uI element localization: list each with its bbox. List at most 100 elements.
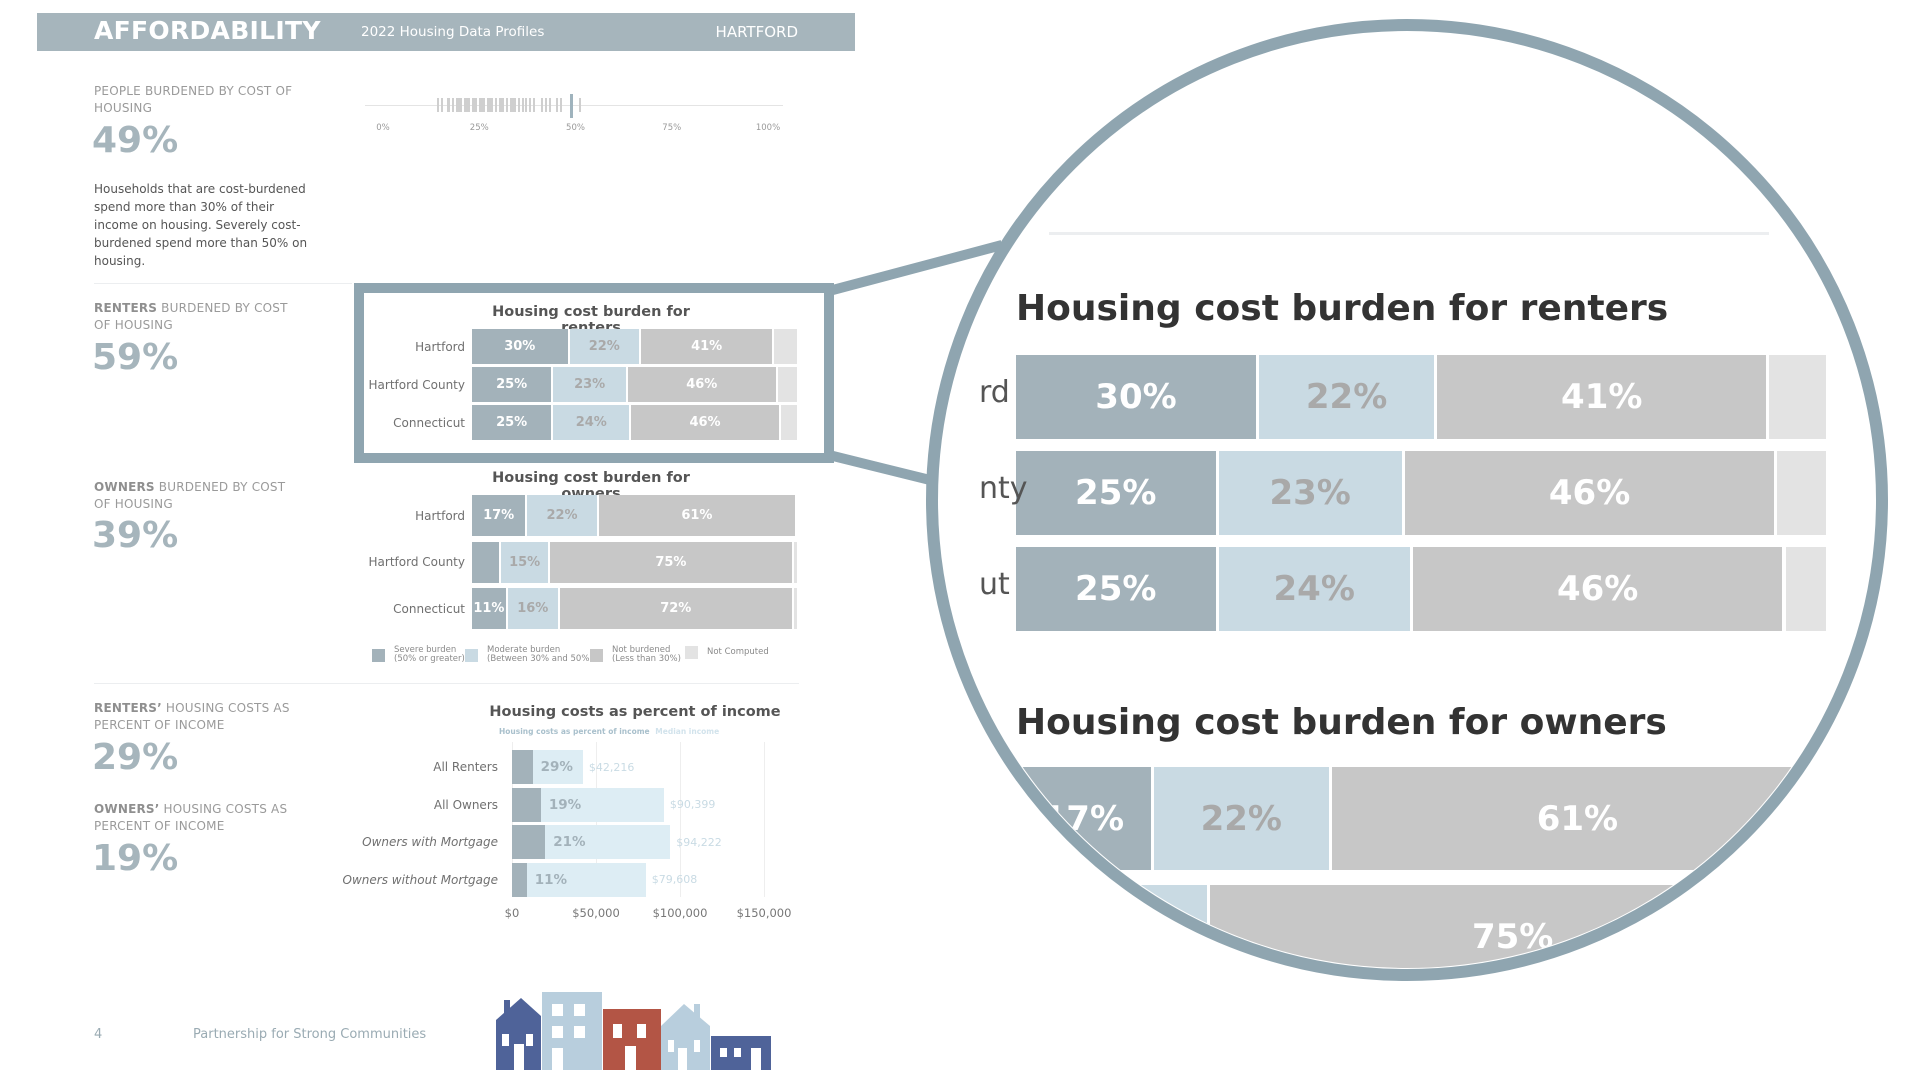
strip-tick [440, 98, 443, 112]
strip-tick [544, 98, 547, 112]
magnified-renters-chart: 30% 22% 41% 25% 23% 46% 25% 24% 46% [1016, 355, 1826, 631]
connector-bottom-line [827, 450, 932, 485]
strip-highlight-tick [569, 94, 573, 118]
section-divider [94, 683, 799, 684]
legend-pct-label: Housing costs as percent of income [499, 727, 650, 736]
strip-tick [479, 98, 482, 112]
housing-cost-pct-label: 19% [548, 796, 582, 813]
strip-tick [475, 98, 478, 112]
gridline [680, 742, 681, 897]
strip-tick [490, 98, 493, 112]
housing-cost-share-bar [512, 787, 541, 822]
building-red-icon [603, 1009, 661, 1070]
magnified-row-label-fragment: ut [979, 567, 1010, 602]
legend-swatch [590, 648, 603, 662]
magnified-owners-chart: 17%22%61%15%75%11%16%72% [1016, 767, 1826, 968]
bar-row: 25% 24% 46% [1016, 547, 1826, 631]
strip-tick [517, 98, 520, 112]
strip-tick [513, 98, 516, 112]
income-row: All Owners 19% $90,399 [434, 787, 764, 822]
cost-burden-description: Households that are cost-burdened spend … [94, 182, 308, 268]
bar-row: Hartford 17% 22% 61% [415, 495, 797, 536]
strip-tick [483, 98, 486, 112]
median-income-label: $79,608 [651, 873, 698, 886]
x-axis-tick-label: $100,000 [652, 906, 708, 920]
page-header: AFFORDABILITY 2022 Housing Data Profiles… [37, 13, 855, 51]
strip-axis-line [365, 105, 783, 106]
median-income-label: $94,222 [676, 835, 722, 849]
median-income-bar [512, 750, 583, 784]
housing-cost-pct-label: 11% [534, 871, 568, 888]
housing-cost-pct-label: 21% [553, 834, 586, 850]
bar-segment-severe: 25% [472, 367, 554, 402]
housing-cost-pct-label: 29% [540, 759, 573, 775]
strip-tick [529, 98, 532, 112]
row-label: Connecticut [393, 601, 465, 616]
strip-tick [502, 98, 505, 112]
median-income-bar [512, 825, 671, 859]
people-burdened-value: 49% [92, 120, 179, 161]
strip-tick [548, 98, 551, 112]
bar-segment-notb: 61% [1331, 767, 1826, 870]
median-income-label: $90,399 [669, 798, 716, 811]
housing-cost-share-bar [512, 862, 527, 897]
strip-tick [456, 98, 459, 112]
page-number: 4 [94, 1027, 103, 1042]
renters-burden-chart: Hartford 30% 22% 41% Hartford County 25% 23% 46… [369, 329, 797, 445]
bar-segment-notb: 75% [550, 541, 794, 583]
legend-item-moderate: Moderate burden (Between 30% and 50%) [465, 646, 593, 664]
income-row: All Renters 29% $42,216 [433, 750, 764, 784]
x-axis-tick-label: $150,000 [736, 906, 792, 920]
city-name: HARTFORD [715, 23, 798, 41]
strip-tick [511, 98, 514, 112]
legend-item-notb: Not burdened (Less than 30%) [590, 646, 681, 664]
strip-tick [460, 98, 462, 112]
strip-tick [500, 98, 503, 112]
strip-tick [525, 98, 528, 112]
people-burden-strip-chart: 0% 25% 50% 75% 100% [365, 94, 785, 135]
strip-axis-label: 50% [566, 123, 585, 133]
bar-segment-moderate: 23% [553, 367, 628, 402]
income-row-label: All Renters [433, 760, 498, 774]
income-chart: $0 $50,000 $100,000 $150,000 All Renters 29% $… [343, 742, 791, 932]
bar-row: Connecticut 25% 24% 46% [393, 405, 797, 440]
bar-segment-severe: 30% [1016, 355, 1259, 439]
bar-segment-nc [1769, 355, 1826, 439]
legend-median-label: Median income [655, 727, 720, 736]
bar-segment-moderate: 22% [527, 495, 599, 536]
bar-segment-notb: 41% [641, 329, 775, 364]
strip-tick [467, 98, 470, 112]
bar-segment-nc [793, 588, 797, 629]
strip-tick [521, 98, 524, 112]
owners-income-label: OWNERS’ HOUSING COSTS AS PERCENT OF INCO… [94, 802, 288, 833]
building-light-icon [542, 992, 602, 1070]
report-subtitle: 2022 Housing Data Profiles [361, 24, 545, 40]
strip-tick [446, 98, 449, 112]
strip-tick [473, 98, 476, 112]
bar-segment-nc [1777, 451, 1826, 535]
income-chart-legend: Housing costs as percent of income Media… [499, 727, 719, 736]
magnified-row-label-fragment: rd [979, 375, 1010, 410]
bar-segment-nc [777, 367, 797, 402]
bar-segment-notb: 46% [628, 367, 778, 402]
section-title: AFFORDABILITY [94, 16, 321, 45]
legend-swatch [372, 648, 385, 662]
strip-tick [486, 98, 489, 112]
strip-axis-label: 0% [376, 123, 390, 133]
magnified-row-label-fragment: nty [979, 471, 1028, 506]
renters-income-label: RENTERS’ HOUSING COSTS AS PERCENT OF INC… [94, 701, 290, 732]
income-chart-title: Housing costs as percent of income [489, 704, 781, 720]
building-blue-right-icon [711, 1036, 771, 1070]
strip-tick [579, 98, 582, 112]
strip-tick [436, 98, 439, 112]
people-burdened-label: PEOPLE BURDENED BY COST OF HOUSING [94, 84, 293, 115]
connector-top-line [827, 240, 1004, 296]
bar-segment-moderate: 22% [1259, 355, 1438, 439]
bar-segment-nc [780, 405, 797, 440]
income-row-label: Owners without Mortgage [342, 872, 498, 887]
legend-label: Not burdened (Less than 30%) [612, 645, 681, 664]
owners-burden-chart: Hartford 17% 22% 61% Hartford County 15% 75% Co… [369, 495, 797, 630]
bar-segment-moderate: 23% [1218, 451, 1405, 535]
bar-segment-notb: 46% [1412, 547, 1786, 631]
housing-cost-share-bar [512, 750, 533, 784]
